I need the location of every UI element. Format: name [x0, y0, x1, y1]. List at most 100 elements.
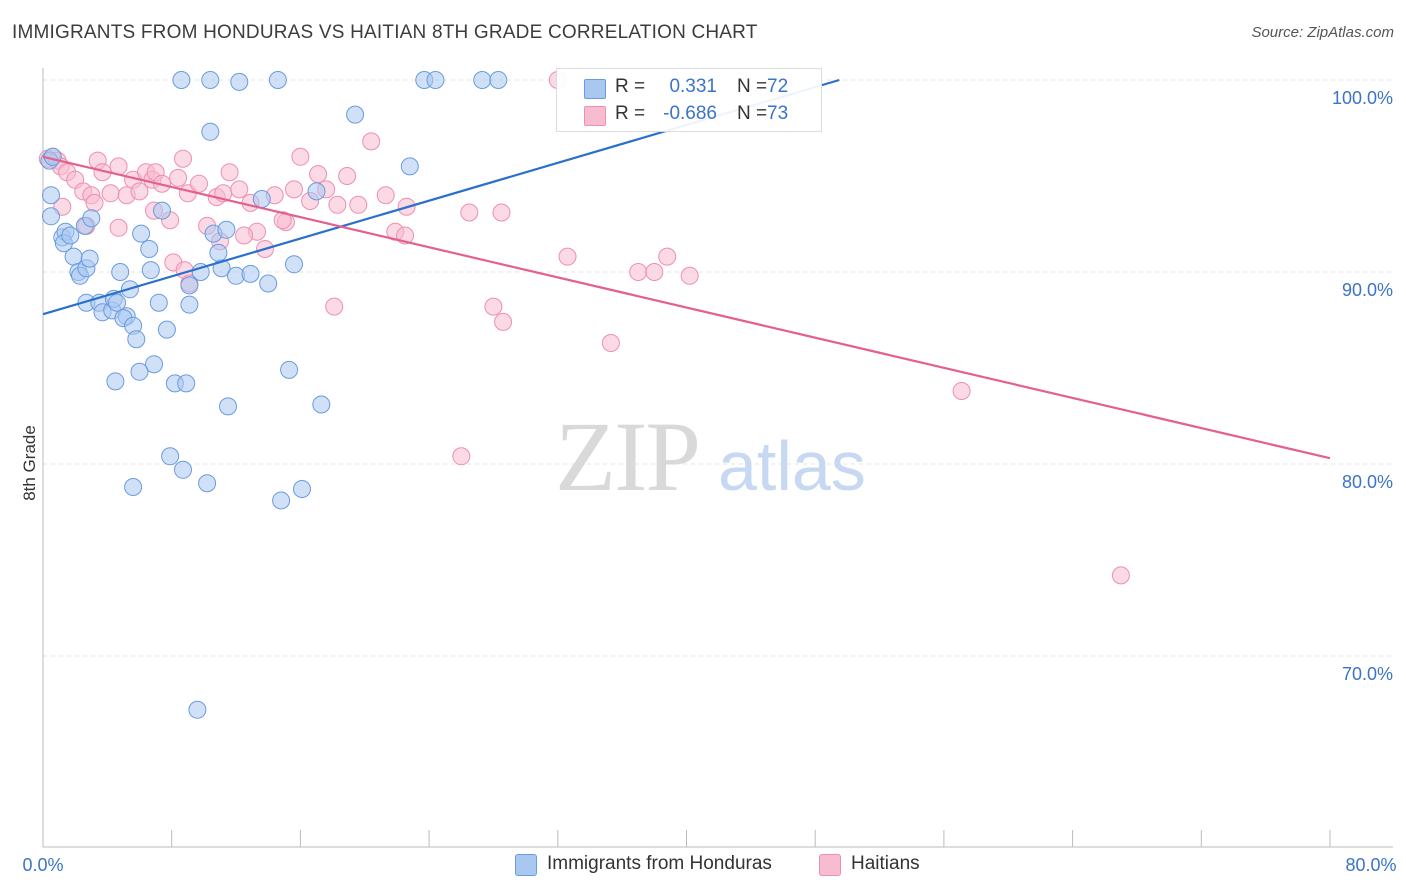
honduras-point [219, 397, 237, 416]
y-tick-label: 70.0% [1342, 664, 1393, 684]
honduras-point [108, 293, 126, 312]
haitian-point [130, 182, 149, 201]
honduras-point [82, 209, 101, 228]
honduras-point [307, 182, 326, 201]
haitian-point [680, 266, 699, 285]
grid-lines [43, 79, 1393, 657]
haitian-point [169, 168, 188, 187]
honduras-point [400, 157, 419, 176]
haitian-point [1111, 566, 1130, 585]
haitian-point [235, 226, 254, 245]
haitian-point [558, 247, 577, 266]
haitian-point [325, 297, 344, 316]
honduras-point [140, 240, 159, 258]
honduras-point [141, 261, 160, 280]
watermark: ZIP atlas [555, 401, 866, 512]
honduras-point [145, 355, 163, 374]
legend-swatch-blue [584, 79, 606, 99]
legend-r-label: R = [615, 103, 646, 124]
legend-swatch-pink [584, 106, 606, 126]
honduras-point [61, 226, 80, 245]
honduras-point [132, 224, 151, 243]
honduras-point [280, 360, 299, 379]
honduras-point [188, 700, 207, 719]
honduras-point [426, 71, 445, 89]
haitian-point [190, 174, 208, 193]
legend-r-value: 0.331 [669, 76, 717, 97]
haitian-point [658, 247, 677, 266]
honduras-point [209, 243, 228, 262]
honduras-point [161, 447, 180, 466]
honduras-point [180, 276, 199, 295]
honduras-point [153, 201, 171, 220]
y-axis-label: 8th Grade [20, 425, 39, 501]
honduras-point [106, 372, 125, 391]
legend-swatch-blue [515, 854, 537, 876]
honduras-point [124, 478, 143, 496]
y-tick-label: 100.0% [1332, 88, 1393, 108]
haitian-point [645, 263, 664, 281]
watermark-atlas: atlas [718, 427, 866, 505]
honduras-point [201, 122, 220, 141]
correlation-legend: R = 0.331 N = 72 R = -0.686 N = 73 [556, 68, 822, 132]
honduras-point [198, 474, 217, 493]
honduras-point [241, 264, 260, 283]
legend-swatch-pink [819, 854, 841, 876]
haitian-point [338, 167, 357, 185]
haitian-point [362, 132, 381, 151]
haitian-point [460, 203, 479, 222]
honduras-point [191, 263, 210, 281]
honduras-point [127, 330, 146, 349]
honduras-point [489, 71, 508, 89]
honduras-point [201, 71, 220, 89]
honduras-point [174, 460, 192, 479]
honduras-point [42, 207, 60, 226]
honduras-point [149, 293, 168, 312]
honduras-point [157, 320, 176, 339]
legend-n-value: 73 [767, 103, 789, 124]
honduras-point [217, 220, 236, 239]
haitian-point [285, 180, 303, 199]
haitian-point [452, 447, 471, 466]
honduras-point [293, 480, 311, 498]
honduras-point [111, 263, 130, 281]
honduras-point [285, 255, 303, 274]
honduras-point [180, 295, 199, 314]
legend-r-label: R = [615, 76, 646, 97]
legend-n-value: 72 [767, 76, 789, 97]
haitian-point [376, 186, 395, 205]
chart-source: Source: ZipAtlas.com [1251, 24, 1394, 41]
haitian-point [492, 203, 511, 222]
haitian-trend-line [42, 155, 1331, 460]
honduras-point [177, 374, 196, 393]
honduras-point [130, 362, 149, 381]
haitian-point [601, 334, 620, 352]
honduras-point [230, 72, 249, 91]
haitian-point [101, 184, 120, 203]
chart-title: IMMIGRANTS FROM HONDURAS VS HAITIAN 8TH … [12, 22, 758, 43]
haitian-point [273, 211, 292, 230]
haitian-point [85, 193, 104, 212]
honduras-point [312, 395, 331, 414]
haitian-point [484, 297, 503, 316]
x-tick-label: 0.0% [22, 855, 63, 875]
watermark-zip: ZIP [555, 401, 699, 512]
honduras-point [172, 71, 191, 89]
y-tick-label: 90.0% [1342, 280, 1393, 300]
haitian-point [291, 147, 310, 166]
honduras-point [473, 71, 492, 89]
honduras-point [259, 274, 278, 293]
honduras-point [42, 186, 60, 205]
ticks: 100.0% 90.0% 80.0% 70.0% 0.0% 80.0% [22, 88, 1396, 875]
honduras-point [80, 249, 99, 268]
honduras-point [268, 71, 287, 89]
haitian-point [349, 195, 368, 214]
haitian-point [220, 163, 239, 182]
legend-n-label: N = [737, 76, 768, 97]
x-tick-label: 80.0% [1345, 855, 1396, 875]
honduras-point [272, 491, 291, 510]
honduras-points [40, 71, 508, 719]
legend-n-label: N = [737, 103, 768, 124]
haitian-point [629, 263, 648, 281]
